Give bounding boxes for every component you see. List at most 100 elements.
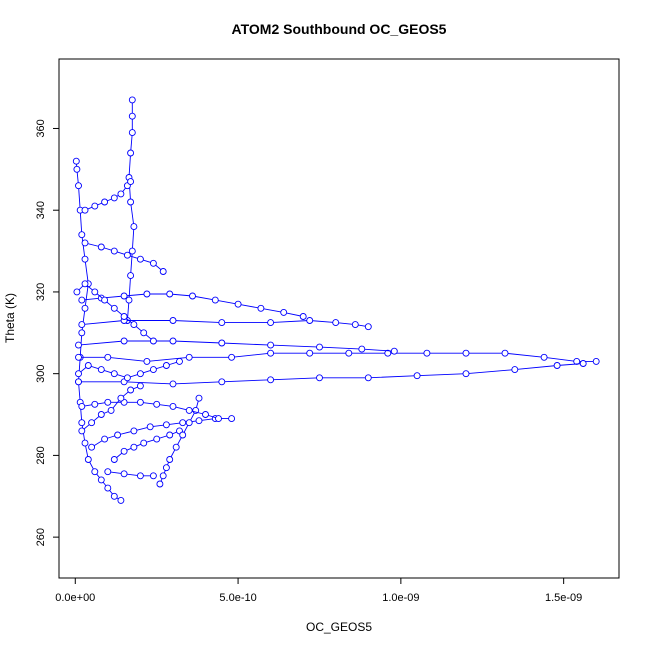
data-point xyxy=(120,337,128,345)
data-point xyxy=(73,288,81,296)
data-point xyxy=(81,239,89,247)
data-point xyxy=(511,366,519,374)
data-point xyxy=(110,370,118,378)
data-point xyxy=(81,206,89,214)
data-point xyxy=(267,349,275,357)
data-point xyxy=(130,443,138,451)
data-point xyxy=(127,272,135,280)
data-point xyxy=(104,484,112,492)
series-3 xyxy=(75,349,600,365)
y-tick-label: 360 xyxy=(35,119,47,137)
data-point xyxy=(117,190,125,198)
data-point xyxy=(149,259,157,267)
data-point xyxy=(127,198,135,206)
data-point xyxy=(120,470,128,478)
data-point xyxy=(306,317,314,324)
data-point xyxy=(84,456,92,463)
data-point xyxy=(128,247,136,255)
data-point xyxy=(130,223,138,231)
series-5 xyxy=(78,317,372,331)
series-line xyxy=(78,340,395,352)
data-point xyxy=(195,394,203,402)
data-point xyxy=(169,402,177,410)
x-axis-label: OC_GEOS5 xyxy=(306,620,372,634)
data-point xyxy=(110,304,118,312)
data-point xyxy=(75,341,82,349)
data-point xyxy=(120,313,128,320)
y-axis-label: Theta (K) xyxy=(3,293,17,343)
data-point xyxy=(149,366,157,374)
x-axis: 0.0e+00 5.0e-10 1.0e-09 1.5e-09 xyxy=(55,577,582,604)
data-point xyxy=(127,178,135,186)
data-point xyxy=(127,386,135,394)
data-point xyxy=(149,337,157,345)
data-point xyxy=(364,374,372,382)
data-point xyxy=(172,443,180,451)
data-point xyxy=(75,378,82,386)
data-point xyxy=(120,447,128,455)
series-1 xyxy=(72,157,125,504)
series-16 xyxy=(73,280,157,345)
data-point xyxy=(159,472,167,480)
data-point xyxy=(81,280,89,288)
data-point xyxy=(130,321,138,329)
data-point xyxy=(195,417,203,425)
data-point xyxy=(218,378,226,386)
data-point xyxy=(351,321,359,329)
x-tick-label: 0.0e+00 xyxy=(55,592,95,604)
data-point xyxy=(123,374,131,382)
data-point xyxy=(153,400,161,408)
data-point xyxy=(234,300,242,308)
data-point xyxy=(306,349,314,357)
series-14 xyxy=(81,178,135,214)
data-point xyxy=(107,406,115,414)
data-point xyxy=(215,415,222,423)
data-point xyxy=(185,353,193,361)
data-point xyxy=(136,398,144,406)
data-point xyxy=(228,353,236,361)
y-tick-label: 340 xyxy=(35,201,47,219)
data-point xyxy=(72,157,80,165)
chart-title: ATOM2 Southbound OC_GEOS5 xyxy=(232,21,447,37)
data-point xyxy=(189,292,196,300)
data-point xyxy=(114,431,122,439)
data-point xyxy=(140,329,148,337)
data-point xyxy=(166,431,174,439)
data-point xyxy=(81,304,89,312)
data-point xyxy=(316,374,323,382)
data-point xyxy=(384,349,392,357)
data-point xyxy=(91,202,99,210)
data-point xyxy=(218,339,226,347)
data-point xyxy=(257,304,265,312)
data-point xyxy=(78,296,86,304)
data-point xyxy=(218,319,226,327)
data-point xyxy=(101,296,109,304)
series-9 xyxy=(110,427,183,463)
data-point xyxy=(104,398,112,406)
data-point xyxy=(84,362,92,369)
data-point xyxy=(136,382,144,390)
data-point xyxy=(390,347,398,355)
data-point xyxy=(185,419,193,427)
data-point xyxy=(78,402,86,410)
data-point xyxy=(143,290,151,298)
series-line xyxy=(78,363,584,385)
data-point xyxy=(110,247,118,255)
series-line xyxy=(91,418,232,448)
data-point xyxy=(149,472,157,480)
data-point xyxy=(91,468,99,476)
data-point xyxy=(136,255,144,263)
data-point xyxy=(97,366,105,374)
series-6 xyxy=(75,337,398,355)
data-point xyxy=(280,308,288,316)
data-point xyxy=(97,476,105,484)
data-point xyxy=(267,319,275,327)
data-point xyxy=(332,319,340,327)
data-point xyxy=(501,349,509,357)
data-point xyxy=(75,182,82,190)
data-point xyxy=(110,456,118,463)
data-point xyxy=(316,343,323,351)
data-point xyxy=(78,329,86,337)
data-point xyxy=(176,357,183,365)
